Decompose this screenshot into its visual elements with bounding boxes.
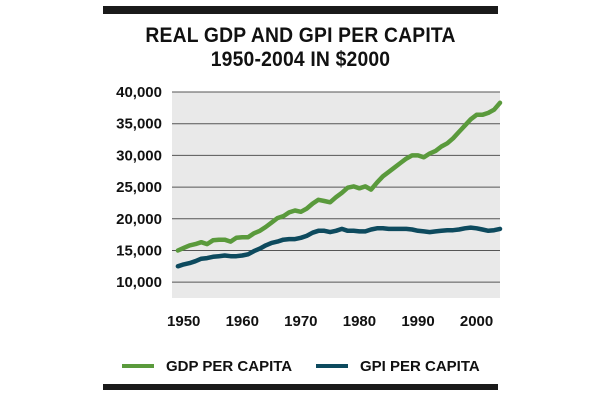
- y-tick-label: 25,000: [116, 179, 162, 196]
- x-tick-label: 1980: [343, 313, 376, 330]
- y-axis: 40,000 35,000 30,000 25,000 20,000 15,000 10,0…: [116, 84, 162, 291]
- gpi-swatch-icon: [316, 364, 348, 368]
- y-tick-label: 10,000: [116, 274, 162, 291]
- x-tick-label: 1960: [226, 313, 259, 330]
- legend-label-gdp: GDP PER CAPITA: [166, 357, 293, 375]
- y-tick-label: 15,000: [116, 242, 162, 259]
- x-axis: 1950 1960 1970 1980 1990 2000: [167, 313, 493, 330]
- x-tick-label: 2000: [460, 313, 493, 330]
- gpi-series-line: [175, 225, 503, 269]
- x-tick-label: 1970: [284, 313, 317, 330]
- gridlines: [172, 91, 500, 283]
- y-tick-label: 30,000: [116, 147, 162, 164]
- chart-title: REAL GDP AND GPI PER CAPITA: [145, 24, 456, 47]
- x-tick-label: 1950: [167, 313, 200, 330]
- gdp-swatch-icon: [122, 364, 154, 368]
- y-tick-label: 20,000: [116, 211, 162, 228]
- legend-item-gdp: GDP PER CAPITA: [122, 357, 292, 375]
- legend-item-gpi: GPI PER CAPITA: [316, 357, 480, 375]
- bottom-rule: [103, 384, 498, 390]
- y-tick-label: 35,000: [116, 116, 162, 133]
- gdp-series-line: [175, 100, 503, 253]
- chart-subtitle: 1950-2004 IN $2000: [210, 48, 391, 71]
- top-rule: [103, 6, 498, 14]
- legend-label-gpi: GPI PER CAPITA: [360, 357, 480, 375]
- x-tick-label: 1990: [401, 313, 434, 330]
- series: [175, 100, 503, 269]
- y-tick-label: 40,000: [116, 84, 162, 101]
